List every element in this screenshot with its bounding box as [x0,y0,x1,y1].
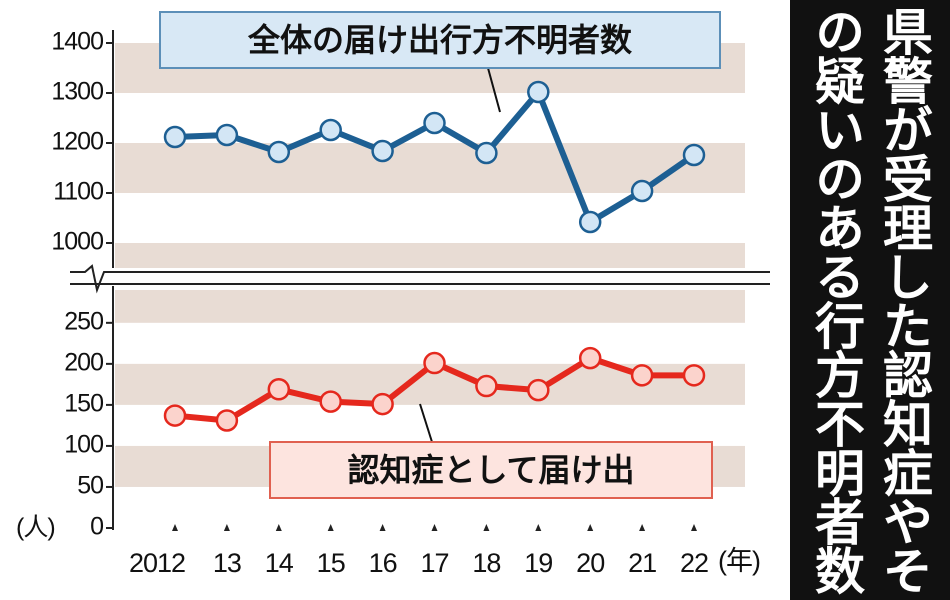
callout-box [159,11,721,69]
marker [215,123,239,147]
marker [423,351,446,375]
y-tick-label: 150 [64,390,103,418]
marker [578,346,602,370]
callout-pointer [487,67,501,113]
marks [163,80,706,432]
x-tick [327,524,334,531]
marker [215,409,239,432]
marker [527,80,550,104]
y-tick-label: 1200 [51,128,103,156]
marker [267,378,291,401]
x-tick-label: 14 [265,548,294,578]
callout-box [269,441,713,499]
marker [371,392,394,416]
x-tick-label: 20 [576,548,604,578]
x-tick [691,524,697,531]
x-tick [275,524,282,531]
marker [630,364,654,387]
x-tick [587,524,594,531]
y-tick-label: 1400 [51,28,103,56]
marker [267,140,291,164]
stripe [115,404,745,446]
chart: 1000 1100 1200 1300 1400 全体の届け出行方不明者数 0 50 100 15… [16,11,770,579]
marker [682,143,706,167]
x-tick-label: 18 [472,548,500,578]
marker [319,390,342,413]
y-tick-label: 1300 [51,78,103,106]
series-label: 認知症として届け出 [347,451,634,489]
x-tick [379,524,386,531]
x-tick-label: 2012 [129,548,185,578]
x-tick-label: 17 [420,548,448,578]
x-tick [535,524,542,531]
marker [578,210,602,234]
x-tick [639,524,646,531]
x-tick [431,524,438,531]
x-tick-label: 15 [317,548,345,578]
y-tick-label: 200 [64,348,103,376]
y-unit: (人) [16,514,55,542]
y-tick-label: 250 [64,307,103,335]
marker [163,125,187,149]
marker [682,364,706,387]
series-label: 全体の届け出行方不明者数 [247,21,633,59]
marker [475,141,498,165]
chart-title: 県警が受理した認知症やその疑いのある行方不明者数 [807,6,933,594]
x-tick-label: 16 [369,548,397,578]
callout-pointer [419,403,433,443]
marker [371,139,394,163]
x-tick-label: 22 [680,548,708,578]
x-tick [223,524,230,531]
title-box: 県警が受理した認知症やその疑いのある行方不明者数 [790,0,950,600]
x-unit: (年) [718,546,760,576]
y-tick-label: 100 [64,431,103,459]
marker [163,404,187,427]
stripe [115,193,745,243]
grid [106,42,113,529]
marker [423,111,446,135]
marker [630,179,654,203]
x-tick-label: 13 [213,548,241,578]
y-tick-label: 1000 [51,228,103,256]
y-tick-label: 0 [90,513,103,541]
axis-break [70,264,770,294]
marker [475,374,498,398]
x-tick [172,524,178,531]
y-tick-label: 1100 [53,178,103,206]
x-tick-label: 19 [524,548,552,578]
marker [319,118,342,142]
y-tick-label: 50 [77,472,103,500]
x-tick-label: 21 [628,548,656,578]
x-tick [483,524,490,531]
marker [527,378,550,402]
